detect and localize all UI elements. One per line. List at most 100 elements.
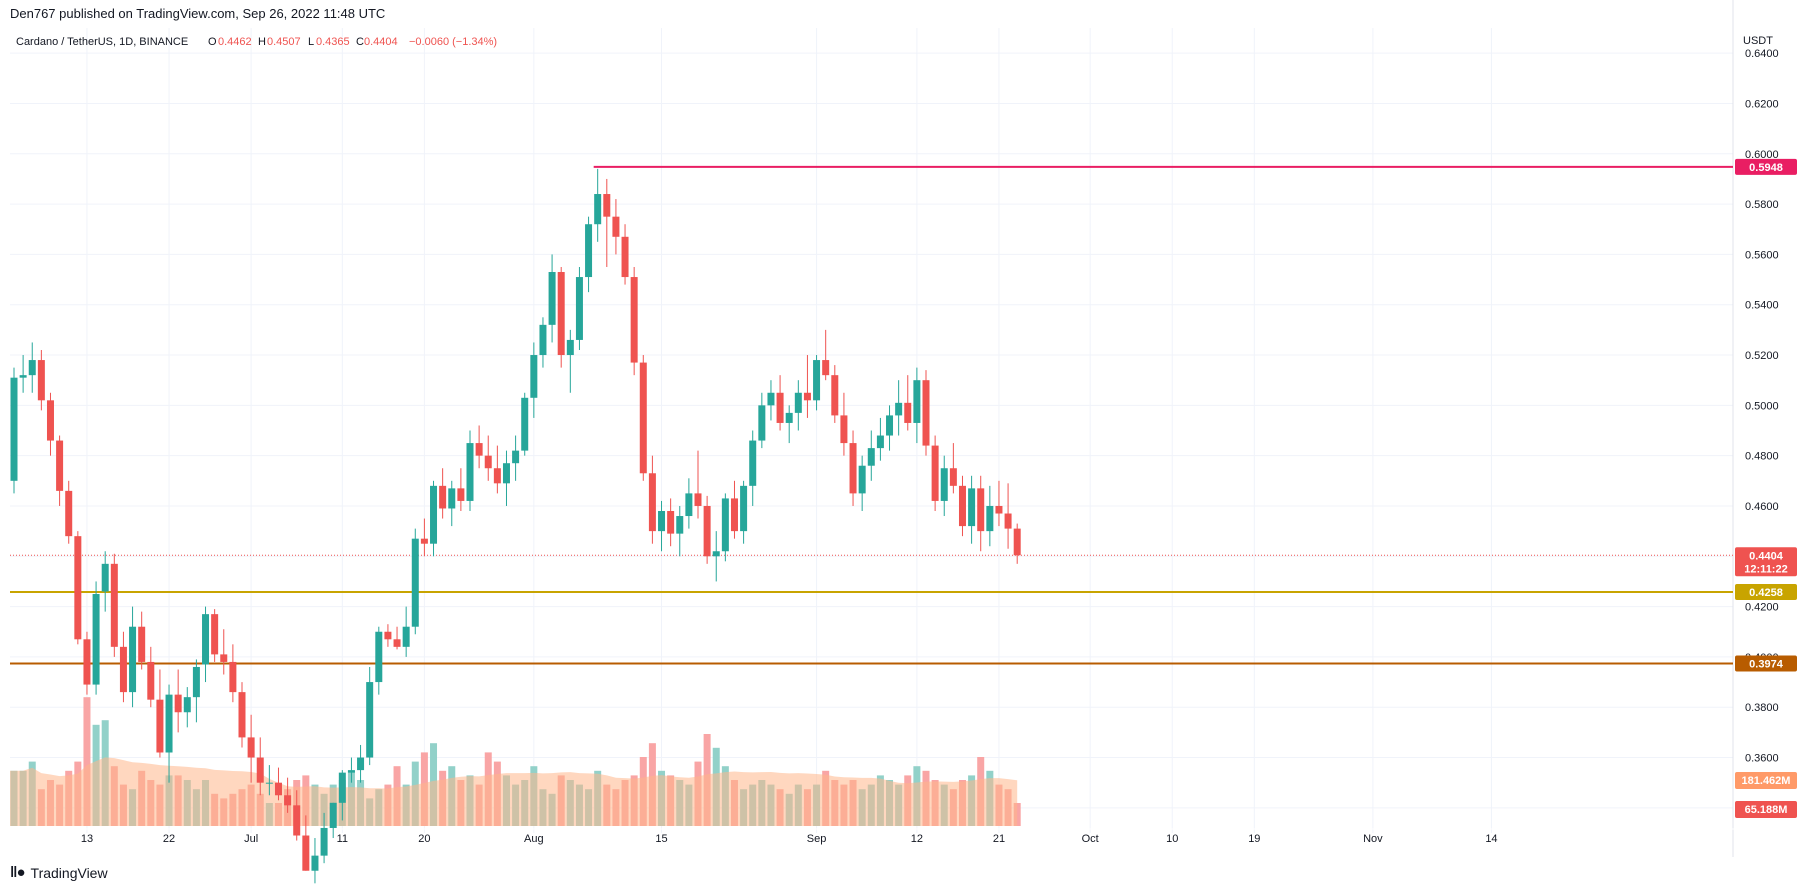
h-label: H — [258, 36, 266, 48]
tradingview-logo-icon: ‖● — [10, 864, 26, 881]
candle-body — [375, 631, 383, 683]
o-value: 0.4462 — [218, 36, 252, 48]
candle-body — [876, 435, 884, 449]
candle-body — [730, 498, 738, 532]
candle-body — [548, 272, 556, 325]
candle-body — [667, 511, 675, 534]
price-tick-label: 0.4600 — [1745, 501, 1779, 513]
tradingview-brand: TradingView — [30, 864, 108, 881]
candle-body — [886, 415, 894, 436]
candle-body — [712, 551, 720, 557]
candle-body — [65, 490, 73, 537]
time-tick-label: Oct — [1082, 833, 1099, 845]
candle-body — [338, 772, 346, 803]
symbol-legend: Cardano / TetherUS, 1D, BINANCE O 0.4462… — [16, 36, 497, 48]
candle-body — [603, 194, 611, 217]
o-label: O — [208, 36, 217, 48]
candle-body — [430, 485, 438, 544]
candle-body — [402, 626, 410, 647]
candle-body — [265, 782, 273, 784]
candle-body — [293, 805, 301, 836]
candle-body — [813, 360, 821, 401]
time-tick-label: 22 — [163, 833, 175, 845]
candle-body — [439, 485, 447, 509]
candle-body — [329, 802, 337, 828]
candle-body — [648, 473, 656, 532]
price-tick-label: 0.3600 — [1745, 753, 1779, 765]
candle-body — [174, 694, 182, 713]
candle-body — [502, 463, 510, 484]
candle-body — [575, 277, 583, 340]
candle-body — [320, 827, 328, 856]
candle-body — [302, 835, 310, 871]
volume-ma-text: 181.462M — [1742, 775, 1791, 787]
candle-body — [475, 443, 483, 456]
l-label: L — [308, 36, 314, 48]
candle-body — [931, 445, 939, 501]
price-tick-label: 0.5600 — [1745, 249, 1779, 261]
candle-body — [977, 488, 985, 532]
price-tick-label: 0.3800 — [1745, 702, 1779, 714]
candle-body — [831, 375, 839, 416]
candle-body — [37, 360, 45, 401]
candle-body — [56, 440, 64, 491]
time-axis: 13 22 Jul 11 20 Aug 15 Sep 12 21 Oct 10 19 Nov 14 — [81, 833, 1498, 845]
volume-bar — [83, 697, 91, 826]
candles — [10, 168, 1021, 884]
candle-body — [1004, 513, 1012, 529]
candle-body — [694, 493, 702, 506]
level-badge — [1735, 655, 1797, 672]
candle-body — [639, 362, 647, 474]
volume-ma-area — [10, 757, 1018, 826]
candle-body — [183, 697, 191, 713]
price-tick-label: 0.4200 — [1745, 602, 1779, 614]
price-tick-label: 0.5200 — [1745, 350, 1779, 362]
candle-body — [10, 377, 18, 481]
candle-body — [347, 770, 355, 773]
candle-body — [585, 224, 593, 278]
candle-body — [557, 272, 565, 356]
candle-body — [612, 216, 620, 237]
candle-body — [995, 505, 1003, 514]
candle-body — [202, 614, 210, 665]
candle-body — [749, 440, 757, 486]
candle-body — [247, 737, 255, 758]
level-text: 0.5948 — [1749, 162, 1783, 174]
change-value: −0.0060 (−1.34%) — [409, 36, 497, 48]
candle-body — [238, 692, 246, 738]
tradingview-logo[interactable]: ‖● TradingView — [10, 864, 108, 881]
price-tick-label: 0.4800 — [1745, 451, 1779, 463]
candle-body — [594, 194, 602, 225]
candle-body — [411, 538, 419, 627]
candle-body — [165, 694, 173, 753]
volume-last-badge — [1735, 801, 1797, 818]
candle-body — [822, 360, 830, 376]
candle-body — [211, 614, 219, 655]
candle-body — [484, 455, 492, 469]
candle-body — [457, 488, 465, 501]
candle-body — [192, 666, 200, 698]
candle-body — [776, 392, 784, 423]
level-badge — [1735, 158, 1797, 175]
candle-body — [621, 236, 629, 278]
candle-body — [493, 468, 501, 484]
time-tick-label: 12 — [911, 833, 923, 845]
price-tick-label: 0.6200 — [1745, 98, 1779, 110]
candle-body — [384, 631, 392, 640]
candle-body — [958, 485, 966, 527]
time-tick-label: 20 — [418, 833, 430, 845]
candle-body — [74, 536, 82, 640]
candle-body — [630, 277, 638, 363]
candle-body — [156, 699, 164, 753]
candle-body — [940, 468, 948, 501]
time-tick-label: Sep — [807, 833, 827, 845]
candle-body — [83, 639, 91, 685]
candle-body — [28, 360, 36, 376]
candle-body — [92, 594, 100, 685]
level-text: 0.4258 — [1749, 587, 1783, 599]
horizontal-levels — [10, 165, 1733, 665]
candle-body — [110, 563, 118, 647]
candle-body — [274, 782, 282, 796]
candle-body — [794, 392, 802, 413]
